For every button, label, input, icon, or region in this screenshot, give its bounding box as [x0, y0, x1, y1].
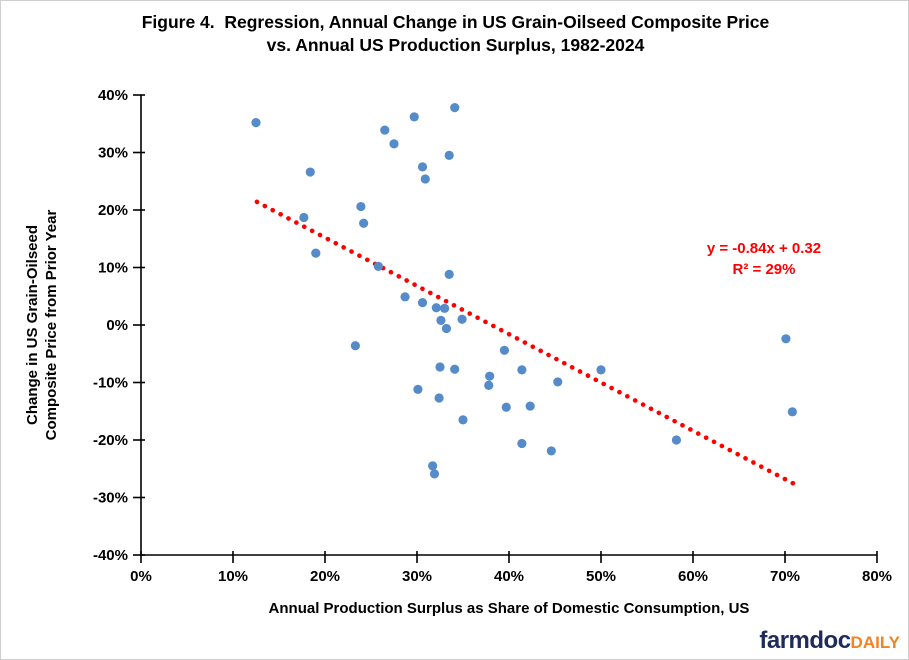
figure-title: Figure 4. Regression, Annual Change in U…: [1, 11, 908, 57]
data-point: [359, 218, 369, 228]
data-point: [450, 103, 460, 113]
data-point: [417, 162, 428, 172]
data-point: [373, 261, 383, 271]
x-tick-label: 80%: [862, 568, 892, 585]
x-tick-label: 40%: [494, 568, 524, 585]
brand-daily-text: DAILY: [850, 633, 900, 652]
data-point: [457, 314, 467, 324]
data-point: [389, 139, 399, 149]
data-point: [501, 402, 511, 412]
data-point: [356, 201, 366, 212]
y-tick-label: 10%: [98, 260, 128, 277]
data-point: [441, 323, 452, 334]
data-point: [380, 125, 390, 135]
data-point: [431, 303, 441, 313]
y-tick-label: -20%: [93, 432, 128, 449]
data-point: [436, 315, 446, 325]
regression-r-squared-label: R² = 29%: [733, 261, 796, 278]
regression-equation-label: y = -0.84x + 0.32: [707, 240, 821, 257]
data-point: [596, 365, 606, 375]
data-point: [429, 469, 440, 479]
data-point: [350, 341, 360, 351]
x-tick-label: 0%: [130, 568, 152, 585]
x-tick-label: 50%: [586, 568, 616, 585]
x-axis-title: Annual Production Surplus as Share of Do…: [269, 600, 750, 617]
data-point: [781, 334, 791, 344]
data-point: [305, 167, 315, 177]
data-point: [299, 212, 309, 223]
figure-title-line-1: Figure 4. Regression, Annual Change in U…: [141, 12, 770, 32]
data-point: [444, 150, 454, 160]
figure-title-line-2: vs. Annual US Production Surplus, 1982-2…: [266, 35, 645, 55]
data-point: [428, 461, 438, 471]
data-point: [400, 292, 410, 302]
data-point: [417, 297, 428, 308]
data-point: [444, 269, 454, 279]
y-tick-label: 30%: [98, 145, 128, 162]
data-point: [311, 248, 321, 258]
x-tick-label: 70%: [770, 568, 800, 585]
data-point: [458, 415, 468, 425]
data-point: [787, 407, 797, 417]
data-point: [517, 438, 527, 449]
data-point: [484, 380, 494, 390]
y-tick-label: -30%: [93, 490, 128, 507]
y-tick-label: 0%: [106, 317, 128, 334]
y-tick-label: -40%: [93, 547, 128, 564]
regression-line: [254, 199, 796, 486]
data-point: [546, 446, 556, 456]
data-point: [671, 435, 682, 445]
y-tick-label: 20%: [98, 202, 128, 219]
data-point: [525, 401, 535, 411]
data-point: [435, 362, 445, 372]
farmdoc-daily-logo: farmdocDAILY: [759, 629, 900, 653]
data-point: [409, 112, 419, 122]
brand-farmdoc-text: farmdoc: [759, 627, 851, 654]
data-point: [413, 384, 423, 394]
data-point: [517, 365, 527, 375]
x-tick-label: 30%: [402, 568, 432, 585]
x-tick-label: 60%: [678, 568, 708, 585]
y-tick-label: 40%: [98, 87, 128, 104]
data-point: [434, 393, 444, 403]
data-point: [420, 174, 430, 184]
data-point: [251, 118, 261, 128]
data-point: [450, 364, 460, 374]
data-point: [440, 303, 450, 313]
x-tick-label: 20%: [310, 568, 340, 585]
y-axis-title-line-2: Composite Price from Prior Year: [43, 210, 60, 441]
data-point: [553, 377, 563, 387]
y-tick-label: -10%: [93, 375, 128, 392]
data-point: [485, 371, 495, 381]
data-point: [499, 345, 509, 355]
y-axis-title-line-1: Change in US Grain-Oilseed: [24, 225, 41, 425]
x-tick-label: 10%: [218, 568, 248, 585]
